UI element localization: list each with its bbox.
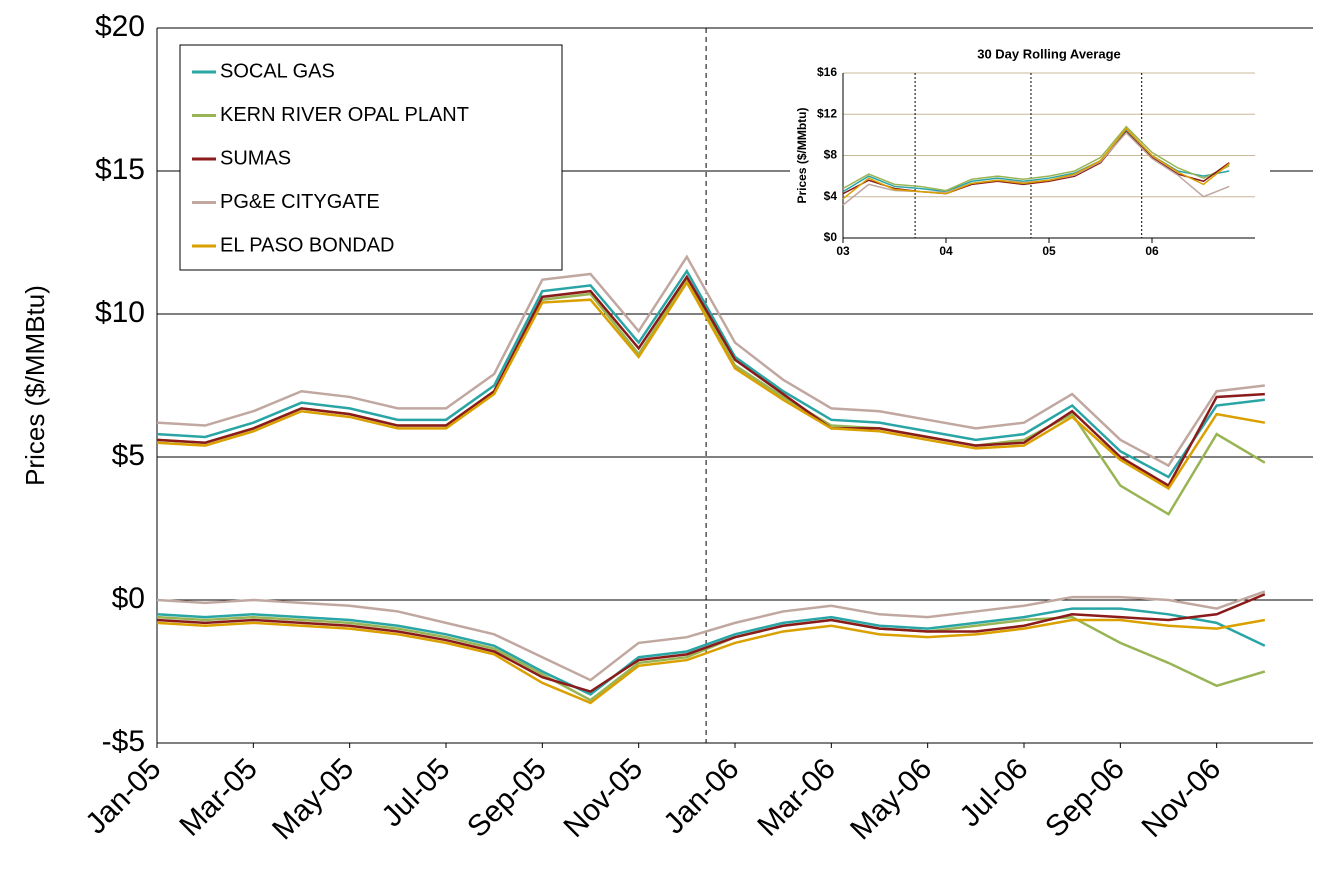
x-tick-label: Mar-06	[751, 752, 842, 843]
y-tick-label: $15	[95, 153, 145, 186]
y-tick-label: $10	[95, 296, 145, 329]
x-tick-label: Mar-05	[173, 752, 264, 843]
legend-label: KERN RIVER OPAL PLANT	[220, 104, 469, 126]
legend-label: SUMAS	[220, 147, 291, 169]
series-line	[842, 125, 1230, 192]
x-tick-label: 03	[836, 244, 850, 258]
series-line	[156, 618, 1266, 705]
x-tick-label: Nov-05	[557, 752, 649, 844]
x-tick-label: May-05	[266, 752, 360, 846]
y-tick-label: $5	[112, 439, 145, 472]
y-tick-label: $16	[817, 65, 837, 79]
y-tick-label: -$5	[102, 725, 145, 758]
y-axis-label: Prices ($/MMBtu)	[20, 285, 50, 486]
y-axis-label: Prices ($/MMbtu)	[795, 107, 809, 203]
x-tick-label: Jan-05	[79, 752, 167, 840]
x-tick-label: 04	[939, 244, 953, 258]
series-line	[156, 590, 1266, 682]
x-tick-label: Sep-06	[1039, 752, 1131, 844]
series-line	[156, 268, 1265, 479]
series-line	[156, 254, 1265, 468]
x-tick-label: Jul-05	[375, 752, 456, 833]
legend-box	[179, 44, 563, 271]
x-tick-label: Sep-05	[461, 752, 553, 844]
y-tick-label: $12	[817, 106, 837, 120]
chart-title: 30 Day Rolling Average	[977, 46, 1121, 61]
y-tick-label: $20	[95, 10, 145, 43]
y-tick-label: $0	[112, 582, 145, 615]
x-tick-label: 05	[1042, 244, 1056, 258]
x-tick-label: Jan-06	[657, 752, 745, 840]
x-tick-label: Nov-06	[1135, 752, 1227, 844]
series-line	[156, 607, 1266, 696]
y-tick-label: $0	[824, 230, 838, 244]
series-line	[156, 593, 1266, 693]
legend-label: EL PASO BONDAD	[220, 234, 395, 256]
legend-label: PG&E CITYGATE	[220, 191, 380, 213]
y-tick-label: $4	[824, 189, 838, 203]
series-line	[156, 615, 1266, 702]
y-tick-label: $8	[824, 148, 838, 162]
series-line	[156, 280, 1266, 491]
x-tick-label: 06	[1145, 244, 1159, 258]
legend-label: SOCAL GAS	[220, 60, 335, 82]
x-tick-label: Jul-06	[953, 752, 1034, 833]
series-line	[842, 127, 1230, 200]
x-tick-label: May-06	[844, 752, 938, 846]
series-line	[156, 274, 1265, 488]
